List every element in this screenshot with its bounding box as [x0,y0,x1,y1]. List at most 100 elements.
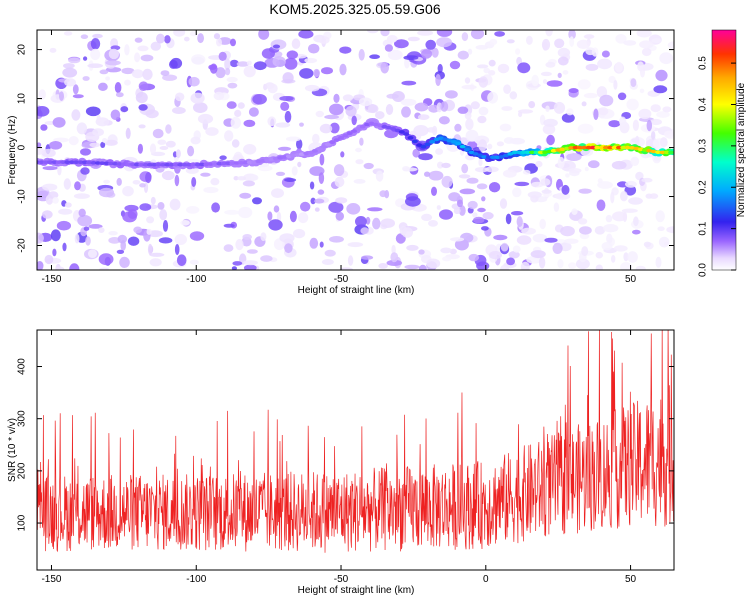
ridge-cell [233,161,240,165]
spectrogram-cell [291,166,298,176]
spectrogram-cell [165,124,172,134]
spectrogram-cell [404,57,410,69]
ridge-cell [342,133,349,138]
ridge-cell [238,161,245,165]
spectrogram-cell [304,57,318,64]
ridge-cell [533,150,540,155]
spectrogram-cell [219,155,227,160]
ridge-cell [572,145,579,150]
spectrogram-cell [378,263,388,269]
ridge-cell [155,162,162,167]
spectrogram-cell [522,169,531,175]
spectrogram-cell [191,56,205,65]
ridge-cell [390,127,397,131]
spectrogram-cell [561,113,575,123]
spectrogram-cell [402,167,418,172]
spectrogram-cell [546,134,555,146]
spectrogram-cell [115,92,124,98]
ridge-cell [60,160,67,164]
spectrogram-cell [436,205,441,210]
spectrogram-cell [145,172,152,184]
ridge-cell [142,162,149,167]
spectrogram-cell [386,93,399,99]
spectrogram-cell [275,122,291,128]
ridge-cell [355,127,362,131]
spectrogram-cell [347,242,364,248]
spectrogram-cell [578,188,592,194]
spectrogram-cell [596,199,606,211]
spectrogram-cell [132,180,141,185]
spectrogram-cell [470,101,480,110]
spectrogram-cell [624,185,637,196]
spectrogram-cell [528,101,536,109]
spectrogram-cell [333,93,340,103]
spectrogram-cell [273,205,280,213]
ridge-cell [490,155,496,160]
ridge-cell [464,147,470,152]
spectrogram-cell [375,111,385,120]
spectrogram-cell [359,137,364,146]
ridge-cell [416,143,423,147]
spectrogram-cell [191,177,197,187]
spectrogram-cell [401,227,413,238]
spectrogram-cell [467,48,473,55]
ridge-cell [346,131,353,136]
spectrogram-cell [232,261,243,266]
spectrogram-cell [172,107,186,114]
spectrogram-cell [89,142,101,148]
spectrogram-cell [223,223,235,228]
spectrogram-cell [481,196,486,202]
spectrogram-cell [345,105,357,117]
spectrogram-cell [569,36,575,48]
spectrogram-cell [355,147,362,153]
spectrogram-cell [553,202,560,212]
spectrogram-cell [595,264,603,270]
spectrogram-cell [335,211,344,221]
snr-y-label: SNR (10 * v/v) [7,418,18,482]
spectrogram-cell [176,254,187,266]
spectrogram-cell [384,44,393,52]
ridge-cell [229,161,236,165]
ridge-cell [116,162,123,166]
spectrogram-cell [267,211,273,221]
spectrogram-cell [74,233,80,244]
spectrogram-cell [613,245,628,252]
spectrogram-cell [157,202,165,210]
spectrogram-cell [83,56,88,61]
spectrogram-cell [142,68,153,81]
spectrogram-cell [557,259,564,269]
spectrogram-cell [98,187,115,198]
spectrogram-cell [667,41,674,49]
spectrogram-cell [413,125,429,137]
ridge-cell [520,150,527,155]
spectrogram-cell [557,72,562,79]
spectrogram-cell [425,39,437,50]
spectrogram-cell [243,119,256,127]
spectrogram-cell [277,146,292,151]
spectrogram-cell [602,224,619,233]
x-tick-label: -150 [41,574,61,585]
x-tick-label: -50 [334,274,349,285]
spectrogram-cell [52,197,59,204]
snr-series-line [37,330,674,553]
ridge-cell [203,162,210,167]
spectrogram-cell [517,62,531,74]
spectrogram-cell [119,256,130,268]
spectrogram-cell [583,92,598,99]
spectrogram-cell [347,255,354,266]
spectrogram-cell [333,164,345,177]
ridge-cell [181,162,188,167]
ridge-cell [225,161,232,166]
spectrogram-cell [436,30,453,37]
ridge-cell [624,145,631,150]
spectrogram-cell [594,226,606,235]
spectrogram-cell [367,207,383,212]
spectrogram-cell [117,234,128,244]
spectrogram-cell [654,156,661,162]
spectrogram-cell [37,232,44,244]
spectrogram-cell [42,183,58,191]
spectrogram-cell [489,182,501,193]
spectrogram-cell [149,252,165,257]
spectrogram-cell [298,30,314,39]
ridge-cell [511,150,518,155]
